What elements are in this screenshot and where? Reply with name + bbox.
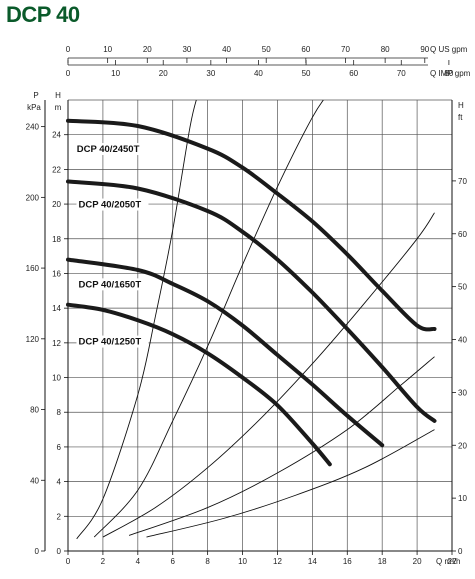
curve-label: DCP 40/2050T — [78, 200, 141, 211]
h-m-tick-label: 2 — [57, 512, 62, 521]
q-axis-label: Q m³/h — [436, 557, 460, 566]
system-curve — [93, 100, 324, 538]
h-m-tick-label: 12 — [52, 339, 61, 348]
h-m-tick-label: 10 — [52, 374, 61, 383]
us-gpm-tick-label: 80 — [381, 45, 390, 54]
curve-label-bg — [74, 143, 147, 156]
pump-curve-line — [66, 118, 437, 332]
h-ft-tick-label: 0 — [458, 547, 463, 556]
right-axis: 0 10 20 30 40 50 60 70 Hft — [451, 100, 467, 556]
curve-label: DCP 40/1250T — [78, 337, 141, 348]
h-ft-tick-label: 10 — [458, 494, 467, 503]
h-m-tick-label: 4 — [57, 478, 62, 487]
us-gpm-tick-label: 10 — [103, 45, 112, 54]
imp-gpm-axis-label: Q IMP gpm — [430, 69, 471, 78]
h-m-tick-label: 0 — [57, 547, 62, 556]
us-gpm-tick-label: 90 — [420, 45, 429, 54]
curve-labels: DCP 40/2450T DCP 40/2050T DCP 40/1650T DCP … — [74, 143, 149, 348]
q-tick-label: 10 — [238, 557, 247, 566]
h-ft-tick-label: 60 — [458, 230, 467, 239]
h-m-tick-label: 20 — [52, 200, 61, 209]
h-ft-tick-label: 50 — [458, 283, 467, 292]
q-tick-label: 16 — [343, 557, 352, 566]
p-kpa-tick-label: 200 — [26, 193, 40, 202]
h-ft-tick-label: 30 — [458, 388, 467, 397]
p-kpa-tick-label: 120 — [26, 335, 40, 344]
h-ft-axis-label: H — [458, 101, 464, 110]
imp-gpm-tick-label: 80 — [444, 69, 453, 78]
imp-gpm-tick-label: 0 — [66, 69, 71, 78]
h-ft-tick-label: 20 — [458, 441, 467, 450]
left-axes: 024681012141618202224Hm04080120160200240… — [26, 91, 69, 556]
curve-label: DCP 40/1650T — [78, 279, 141, 290]
p-kpa-axis-label: P — [33, 91, 38, 100]
page-title: DCP 40 — [6, 2, 80, 27]
us-gpm-tick-label: 0 — [66, 45, 71, 54]
p-kpa-unit-label: kPa — [27, 103, 41, 112]
us-gpm-tick-label: 40 — [222, 45, 231, 54]
h-m-tick-label: 24 — [52, 131, 61, 140]
us-gpm-tick-label: 70 — [341, 45, 350, 54]
h-ft-tick-label: 40 — [458, 336, 467, 345]
p-kpa-tick-label: 80 — [30, 406, 39, 415]
imp-gpm-tick-label: 20 — [159, 69, 168, 78]
curve-label-bg — [76, 198, 149, 211]
bottom-axis: 0 2 4 6 8 10 12 14 16 18 20 22Q m³/h — [66, 550, 460, 566]
imp-gpm-tick-label: 40 — [254, 69, 263, 78]
us-gpm-tick-label: 60 — [301, 45, 310, 54]
h-m-tick-label: 22 — [52, 165, 61, 174]
chart-grid — [67, 99, 453, 552]
system-curve — [146, 429, 435, 538]
curve-label-bg — [76, 335, 149, 348]
imp-gpm-tick-label: 70 — [397, 69, 406, 78]
system-curve — [128, 356, 435, 536]
h-m-tick-label: 18 — [52, 235, 61, 244]
system-curves — [76, 100, 435, 540]
p-kpa-tick-label: 240 — [26, 123, 40, 132]
top-axes: 0 10 20 30 40 50 60 70 80 90 Q US gpm 0 10 20 30 40 50 60… — [66, 45, 471, 78]
curve-label-bg — [76, 278, 149, 291]
pump-curves — [66, 118, 437, 467]
h-m-tick-label: 16 — [52, 269, 61, 278]
imp-gpm-tick-label: 60 — [349, 69, 358, 78]
pump-curve-line — [66, 179, 437, 423]
h-m-tick-label: 6 — [57, 443, 62, 452]
h-m-tick-label: 14 — [52, 304, 61, 313]
q-tick-label: 8 — [205, 557, 210, 566]
q-tick-label: 6 — [171, 557, 176, 566]
h-m-tick-label: 8 — [57, 408, 62, 417]
q-tick-label: 2 — [101, 557, 106, 566]
us-gpm-axis-label: Q US gpm — [430, 45, 468, 54]
q-tick-label: 18 — [378, 557, 387, 566]
q-tick-label: 0 — [66, 557, 71, 566]
us-gpm-tick-label: 50 — [262, 45, 271, 54]
system-curve — [76, 100, 197, 540]
system-curve — [102, 212, 435, 538]
pump-curve-line — [66, 302, 332, 467]
h-m-axis-label: H — [55, 91, 61, 100]
q-tick-label: 14 — [308, 557, 317, 566]
h-m-unit-label: m — [55, 103, 62, 112]
p-kpa-tick-label: 160 — [26, 264, 40, 273]
q-tick-label: 22 — [448, 557, 457, 566]
h-ft-unit-label: ft — [458, 113, 463, 122]
p-kpa-tick-label: 0 — [35, 547, 40, 556]
imp-gpm-tick-label: 30 — [206, 69, 215, 78]
us-gpm-tick-label: 30 — [182, 45, 191, 54]
h-ft-tick-label: 70 — [458, 177, 467, 186]
us-gpm-tick-label: 20 — [143, 45, 152, 54]
curve-label: DCP 40/2450T — [77, 144, 140, 155]
imp-gpm-tick-label: 50 — [302, 69, 311, 78]
q-tick-label: 20 — [413, 557, 422, 566]
p-kpa-tick-label: 40 — [30, 476, 39, 485]
pump-curve-line — [66, 257, 385, 448]
imp-gpm-tick-label: 10 — [111, 69, 120, 78]
q-tick-label: 12 — [273, 557, 282, 566]
q-tick-label: 4 — [136, 557, 141, 566]
